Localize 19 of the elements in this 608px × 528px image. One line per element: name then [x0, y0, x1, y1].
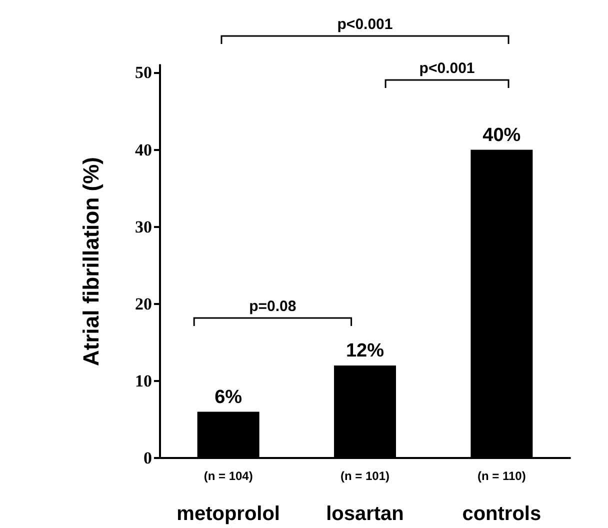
x-tick-label: controls	[462, 503, 542, 525]
y-tick-label: 0	[144, 448, 152, 468]
annotation: p<0.001	[419, 60, 475, 77]
y-tick-label: 40	[135, 140, 152, 160]
y-tick-label: 30	[135, 217, 152, 236]
text: p<0.001	[337, 16, 393, 33]
y-tick-label: 20	[135, 294, 152, 314]
text: (n = 110)	[477, 469, 526, 483]
x-tick-label: losartan	[326, 503, 404, 525]
data-label: 12%	[346, 340, 384, 362]
y-tick-label: 10	[135, 371, 152, 390]
y-axis-title: Atrial fibrillation (%)	[78, 157, 104, 366]
y-tick-label: 50	[135, 63, 152, 82]
x-tick-label: metoprolol	[176, 503, 280, 525]
text: (n = 104)	[204, 469, 253, 483]
data-label: 6%	[214, 386, 242, 408]
data-label: 40%	[482, 124, 521, 146]
text: (n = 101)	[340, 469, 390, 483]
annotation: p=0.08	[249, 298, 296, 315]
